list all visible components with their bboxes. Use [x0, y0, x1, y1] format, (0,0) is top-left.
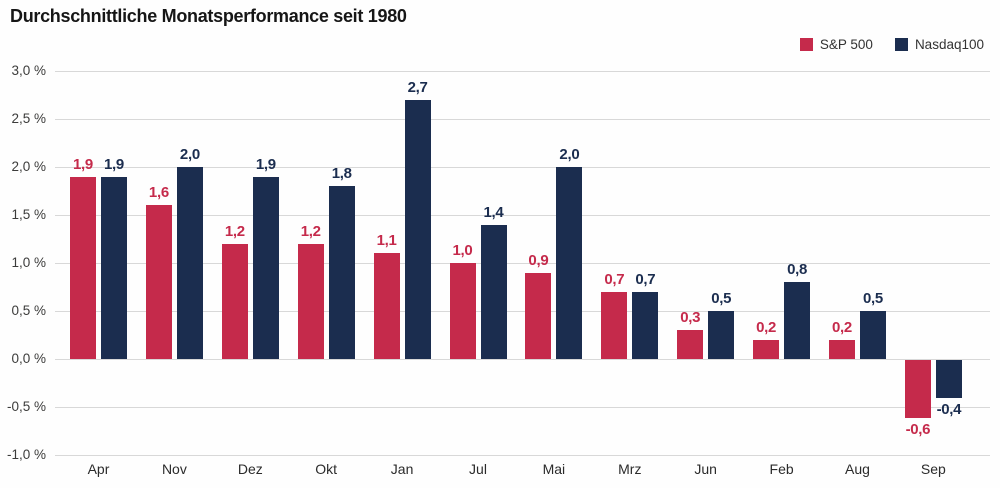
- bar-value-label: 0,9: [528, 251, 549, 269]
- bar-nasdaq100-mrz: [632, 291, 659, 359]
- bar-nasdaq100-aug: [860, 311, 886, 359]
- bar-value-label: 1,6: [148, 184, 169, 202]
- bar-value-label: 2,0: [559, 146, 580, 163]
- bar-sp500-okt: [297, 243, 324, 359]
- bar-sp500-mrz: [601, 291, 628, 359]
- gridline: [55, 119, 990, 120]
- gridline: [55, 455, 990, 456]
- chart-title: Durchschnittliche Monatsperformance seit…: [10, 6, 407, 26]
- bar-value-label: -0,4: [936, 401, 962, 419]
- gridline: [55, 407, 990, 408]
- y-axis-tick-label: 3,0 %: [11, 63, 46, 78]
- gridline: [55, 215, 990, 216]
- bar-nasdaq100-sep: [935, 360, 962, 399]
- legend-item-sp500: S&P 500: [799, 37, 873, 52]
- y-axis-tick-label: 2,0 %: [11, 159, 46, 174]
- bar-value-label: 1,2: [224, 222, 245, 240]
- bar-value-label: 0,7: [604, 270, 625, 288]
- y-axis-tick-label: 1,0 %: [11, 255, 46, 270]
- bar-sp500-jul: [449, 263, 476, 359]
- bar-nasdaq100-feb: [784, 282, 811, 359]
- x-axis-label-mai: Mai: [542, 461, 566, 477]
- bar-value-label: 0,5: [863, 290, 883, 307]
- legend-label-sp500: S&P 500: [819, 37, 873, 52]
- bar-value-label: 2,7: [407, 78, 428, 96]
- bar-sp500-aug: [829, 339, 855, 359]
- bar-value-label: 0,2: [832, 318, 852, 336]
- x-axis-label-jan: Jan: [390, 461, 414, 477]
- bar-sp500-mai: [525, 272, 552, 359]
- y-axis-tick-label: -1,0 %: [6, 447, 46, 462]
- x-axis-label-jul: Jul: [469, 461, 487, 477]
- bar-sp500-sep: [904, 360, 931, 418]
- bar-nasdaq100-okt: [328, 186, 355, 359]
- legend-label-nasdaq100: Nasdaq100: [914, 37, 984, 52]
- x-axis-label-dez: Dez: [237, 461, 263, 477]
- gridline: [55, 263, 990, 264]
- bar-value-label: 1,9: [104, 155, 124, 173]
- bar-sp500-apr: [70, 176, 96, 359]
- bar-value-label: 2,0: [179, 146, 200, 163]
- bar-value-label: 0,5: [711, 290, 732, 307]
- x-axis-label-mrz: Mrz: [618, 461, 642, 477]
- legend: S&P 500 Nasdaq100: [799, 37, 984, 52]
- bar-sp500-nov: [145, 205, 172, 359]
- bar-nasdaq100-nov: [176, 167, 203, 359]
- bar-value-label: 1,8: [331, 165, 352, 183]
- x-axis-label-okt: Okt: [315, 461, 338, 477]
- bar-value-label: 0,7: [635, 270, 656, 288]
- bar-nasdaq100-jul: [480, 224, 507, 359]
- bar-value-label: 1,1: [376, 232, 397, 250]
- nasdaq100-swatch-icon: [894, 38, 908, 51]
- x-axis-label-nov: Nov: [161, 461, 187, 477]
- bar-sp500-dez: [221, 243, 248, 359]
- bar-sp500-feb: [753, 339, 780, 359]
- y-axis-tick-label: 0,5 %: [11, 303, 46, 318]
- bar-value-label: 0,8: [787, 261, 808, 279]
- x-axis-label-aug: Aug: [845, 461, 870, 477]
- y-axis-tick-label: 0,0 %: [11, 351, 46, 366]
- gridline: [55, 311, 990, 312]
- gridline: [55, 167, 990, 168]
- bar-value-label: 1,4: [483, 203, 504, 221]
- bar-nasdaq100-apr: [101, 176, 127, 359]
- y-axis-tick-label: 2,5 %: [11, 111, 46, 126]
- bar-nasdaq100-mai: [556, 167, 583, 359]
- bar-value-label: -0,6: [905, 420, 931, 438]
- bar-nasdaq100-dez: [252, 176, 279, 359]
- bar-value-label: 0,3: [680, 309, 701, 327]
- bar-value-label: 0,2: [756, 318, 777, 336]
- x-axis-label-jun: Jun: [694, 461, 717, 477]
- bar-value-label: 1,9: [255, 155, 276, 173]
- bar-nasdaq100-jan: [404, 99, 431, 359]
- bar-value-label: 1,2: [300, 222, 321, 240]
- bar-value-label: 1,0: [452, 242, 473, 259]
- bar-value-label: 1,9: [73, 155, 93, 173]
- x-axis-label-sep: Sep: [920, 461, 946, 477]
- gridline: [55, 359, 990, 360]
- sp500-swatch-icon: [799, 38, 813, 51]
- gridline: [55, 71, 990, 72]
- bar-sp500-jan: [373, 253, 400, 359]
- x-axis-label-feb: Feb: [769, 461, 794, 477]
- y-axis-tick-label: 1,5 %: [11, 207, 46, 222]
- bar-sp500-jun: [677, 330, 704, 359]
- y-axis-tick-label: -0,5 %: [6, 399, 46, 414]
- bar-nasdaq100-jun: [708, 311, 735, 359]
- x-axis-label-apr: Apr: [87, 461, 110, 477]
- legend-item-nasdaq100: Nasdaq100: [894, 37, 984, 52]
